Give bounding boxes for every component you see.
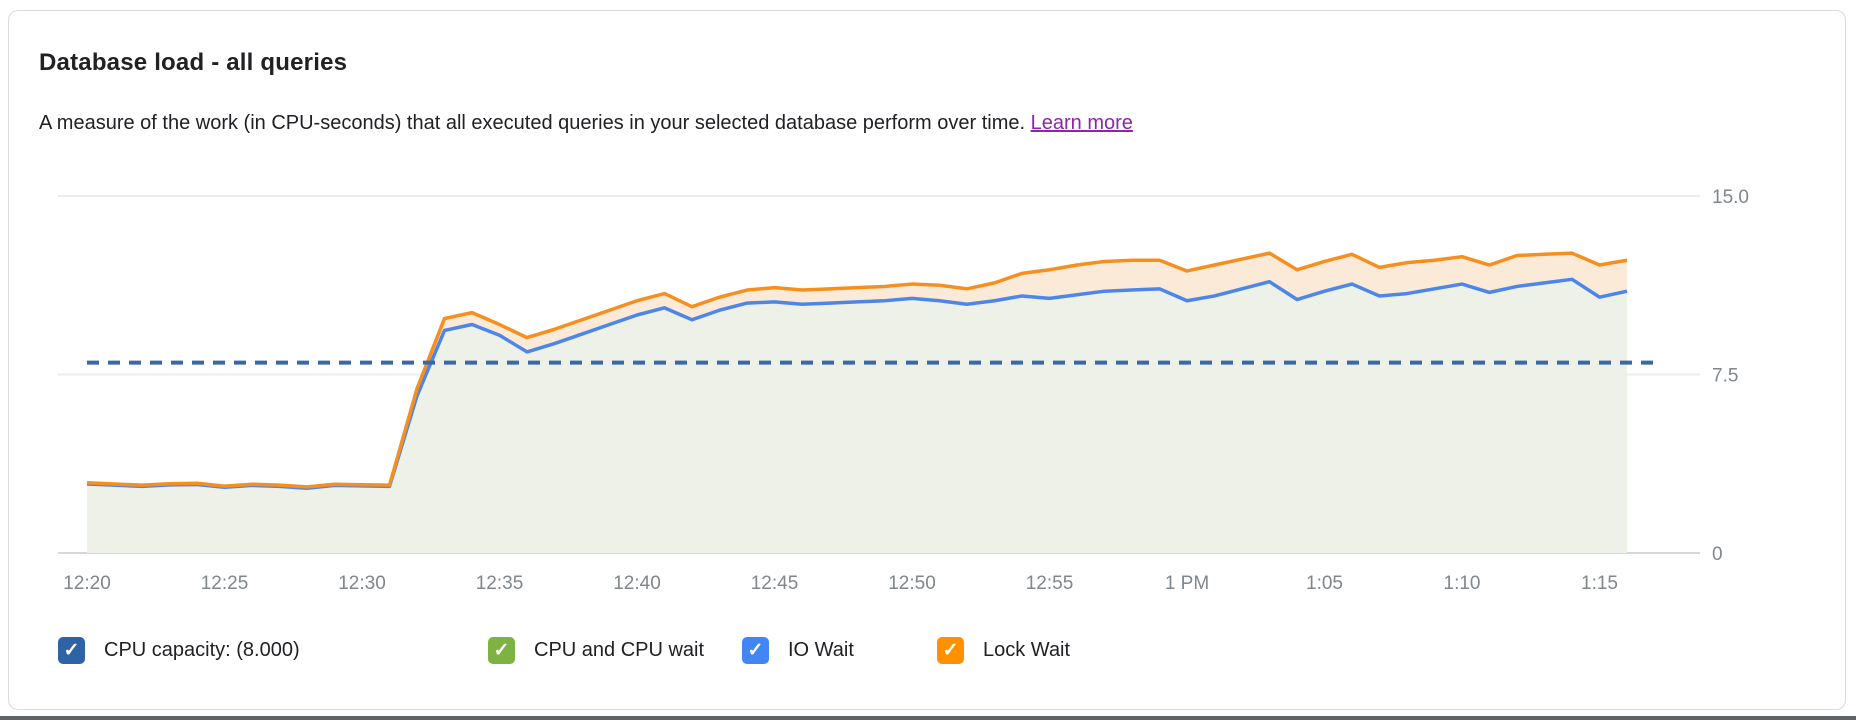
chart-description-text: A measure of the work (in CPU-seconds) t… xyxy=(39,112,1026,134)
x-axis-label: 1:15 xyxy=(1581,573,1618,594)
page-title: Database load - all queries xyxy=(39,49,348,76)
x-axis-label: 12:55 xyxy=(1026,573,1074,594)
x-axis-label: 12:35 xyxy=(476,573,524,594)
x-axis-label: 12:50 xyxy=(888,573,936,594)
x-axis-label: 12:20 xyxy=(63,573,111,594)
legend-label-cpu-and-cpu-wait: CPU and CPU wait xyxy=(534,639,705,661)
chart-description: A measure of the work (in CPU-seconds) t… xyxy=(39,112,1133,135)
x-axis-label: 12:45 xyxy=(751,573,799,594)
cpu-capacity-checkbox-icon[interactable]: ✓ xyxy=(58,637,85,664)
lock-wait-line xyxy=(86,251,1628,489)
x-axis-label: 12:30 xyxy=(338,573,386,594)
legend-item-cpu-and-cpu-wait[interactable]: ✓ CPU and CPU wait xyxy=(488,637,704,664)
legend-item-io-wait[interactable]: ✓ IO Wait xyxy=(742,637,854,664)
legend-label-io-wait: IO Wait xyxy=(788,639,854,661)
legend-label-lock-wait: Lock Wait xyxy=(983,639,1071,661)
legend-item-lock-wait[interactable]: ✓ Lock Wait xyxy=(937,637,1070,664)
cpu-and-cpu-wait-checkbox-icon[interactable]: ✓ xyxy=(488,637,515,664)
x-axis-label: 1:05 xyxy=(1306,573,1343,594)
y-axis-label: 7.5 xyxy=(1712,366,1738,387)
y-axis-label: 15.0 xyxy=(1712,187,1749,208)
x-axis-label: 12:40 xyxy=(613,573,661,594)
x-axis-label: 1 PM xyxy=(1165,573,1209,594)
y-axis-label: 0 xyxy=(1712,544,1723,565)
x-axis-label: 12:25 xyxy=(201,573,249,594)
legend-label-cpu-capacity: CPU capacity: (8.000) xyxy=(104,639,300,661)
chart-plot-area[interactable] xyxy=(58,150,1700,563)
io-wait-checkbox-icon[interactable]: ✓ xyxy=(742,637,769,664)
bottom-divider xyxy=(0,716,1856,720)
lock-wait-band xyxy=(87,253,1627,489)
x-axis-label: 1:10 xyxy=(1444,573,1481,594)
legend-item-cpu-capacity[interactable]: ✓ CPU capacity: (8.000) xyxy=(58,637,300,664)
learn-more-link[interactable]: Learn more xyxy=(1030,112,1133,134)
cpu-and-cpu-wait-area xyxy=(87,279,1627,553)
lock-wait-checkbox-icon[interactable]: ✓ xyxy=(937,637,964,664)
